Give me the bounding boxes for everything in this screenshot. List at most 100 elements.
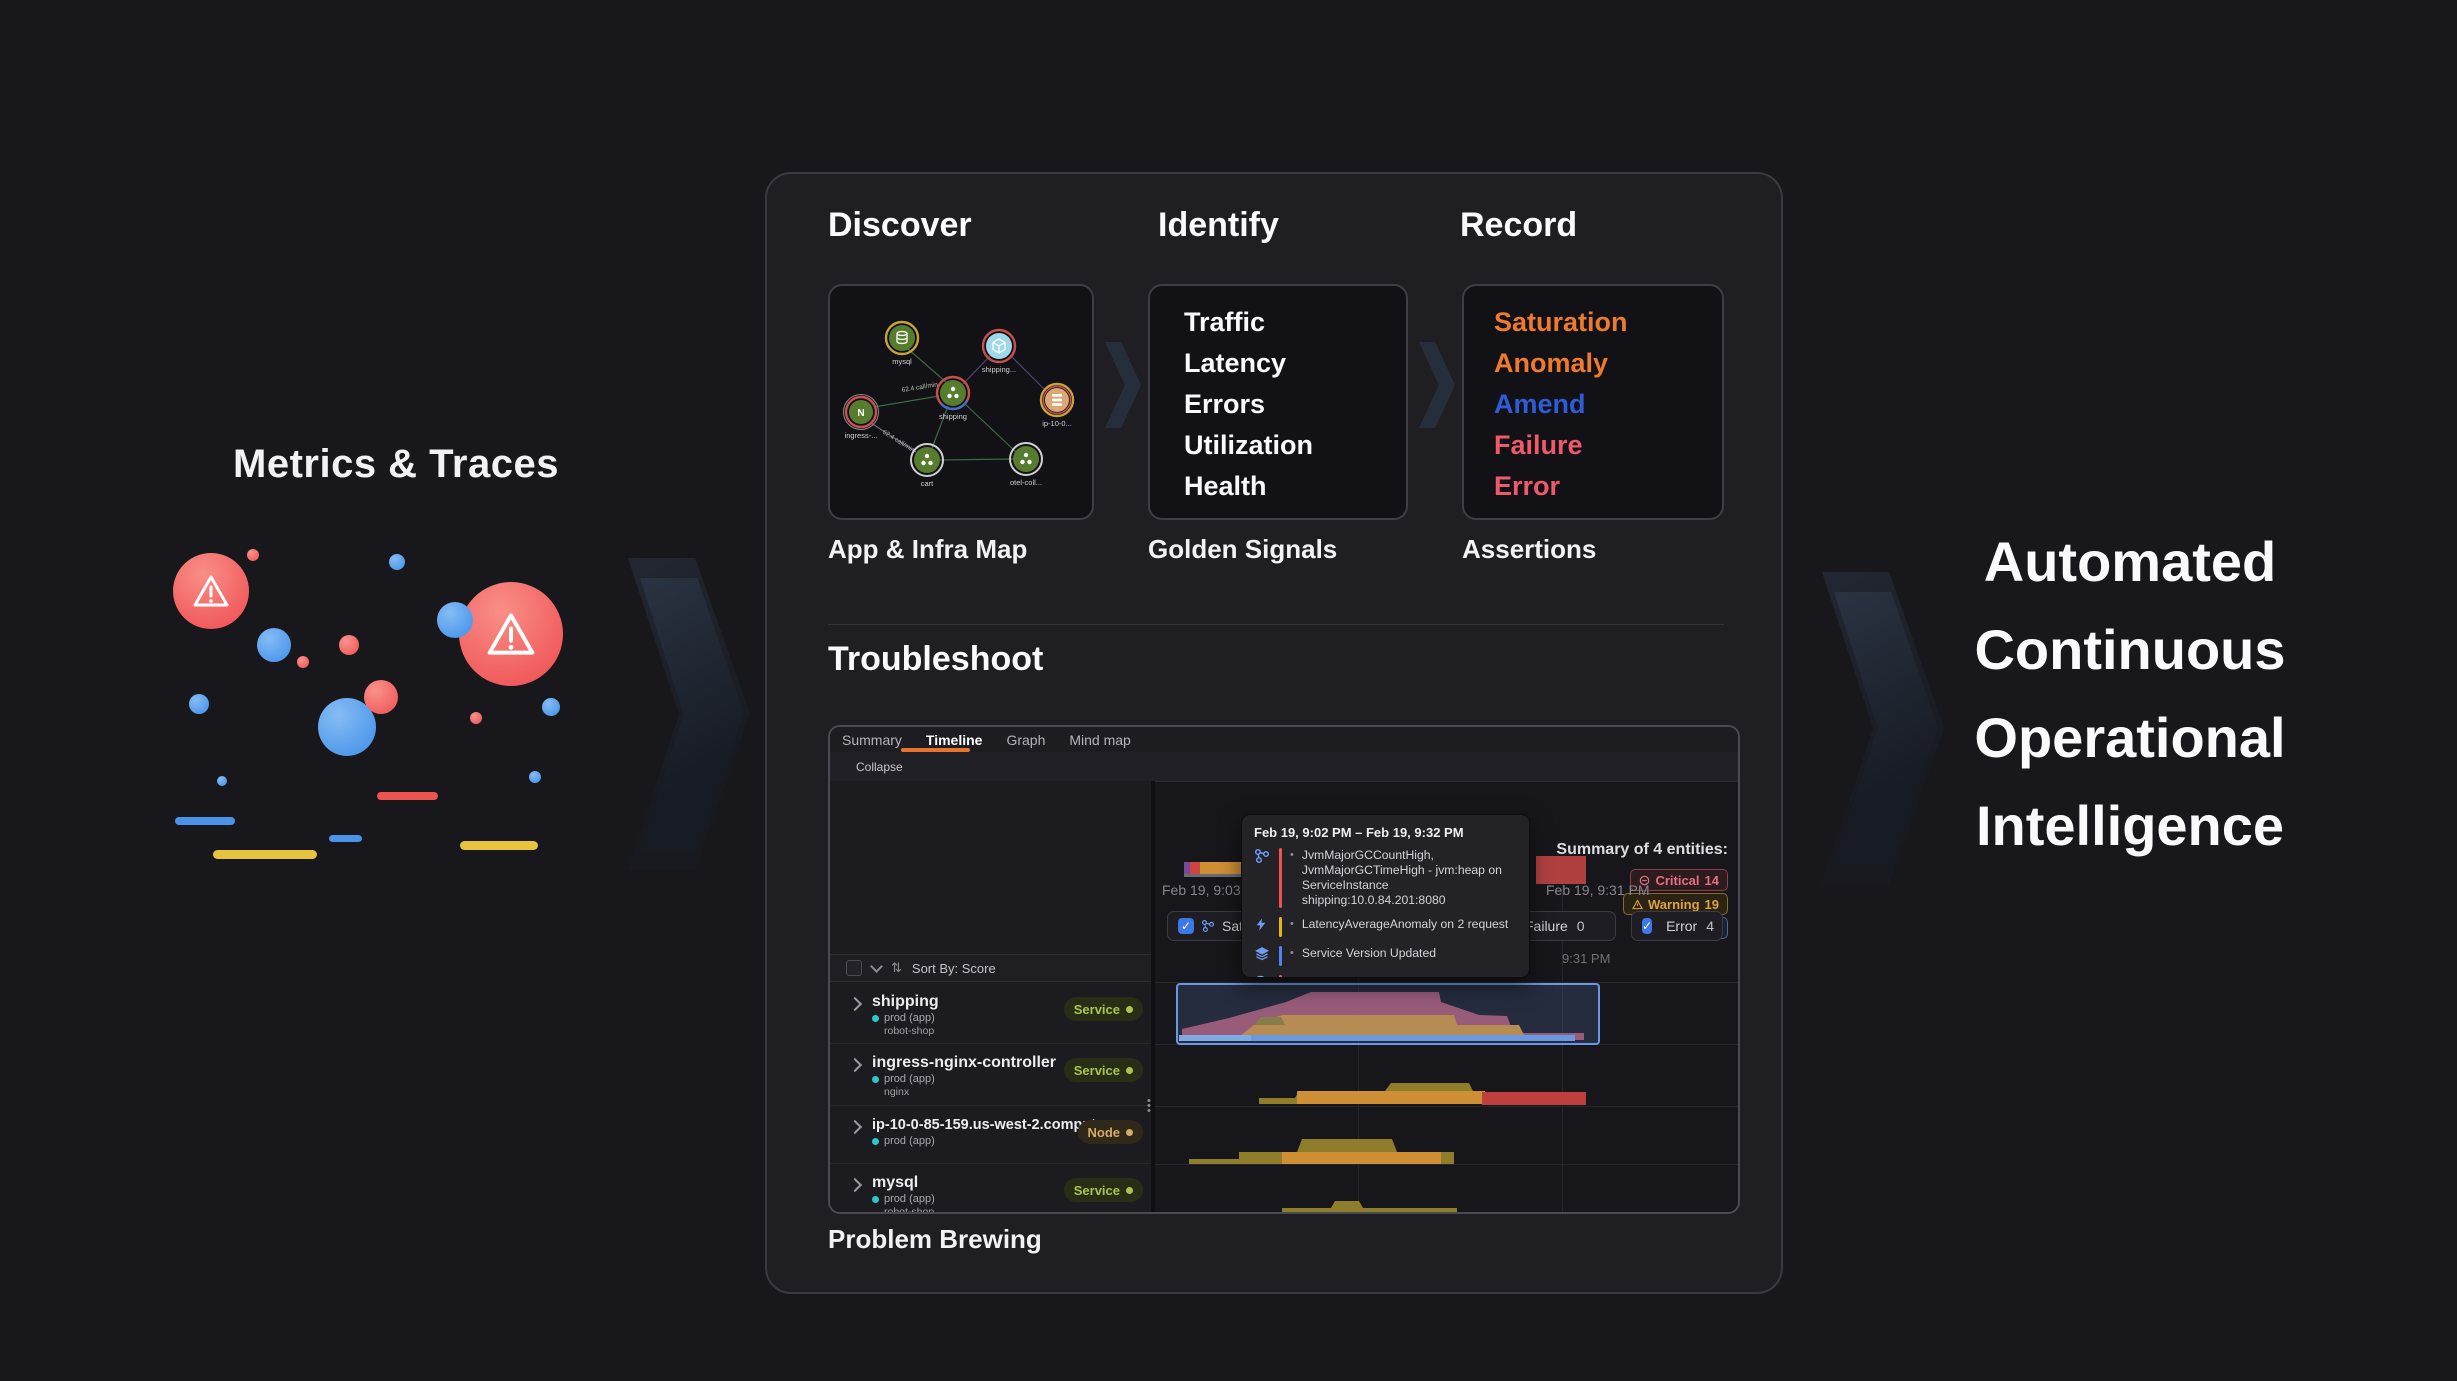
step-arrow bbox=[1419, 342, 1455, 428]
entity-row-node[interactable]: ip-10-0-85-159.us-west-2.compute... prod… bbox=[830, 1106, 1151, 1164]
sort-label[interactable]: Sort By: Score bbox=[911, 960, 996, 976]
metrics-traces-title: Metrics & Traces bbox=[233, 442, 559, 486]
chevron-right-icon[interactable] bbox=[847, 996, 863, 1012]
env-dot bbox=[872, 1195, 879, 1203]
stream-chart-shipping bbox=[1179, 992, 1584, 1041]
pods-icon bbox=[947, 386, 959, 399]
edge-label: 62.4 call/min bbox=[881, 429, 916, 454]
map-node-shipping-instance[interactable]: shipping... bbox=[981, 328, 1017, 374]
map-node-ingress[interactable]: N ingress-... bbox=[843, 394, 879, 441]
chevron-down-icon[interactable] bbox=[870, 959, 883, 973]
section-divider bbox=[828, 624, 1724, 625]
assertion-item: Failure bbox=[1494, 430, 1583, 460]
app-infra-map: 62.4 call/min 62.4 call/min mysql shippi… bbox=[843, 320, 1075, 488]
panel-tabbar: Summary Timeline Graph Mind map bbox=[830, 727, 1738, 752]
bubble bbox=[318, 698, 376, 756]
bolt-icon bbox=[1256, 918, 1266, 931]
severity-bar bbox=[1279, 917, 1282, 937]
service-badge: Service bbox=[1063, 1058, 1143, 1082]
warning-badge[interactable]: Warning 19 bbox=[1623, 893, 1728, 915]
chevron-right-icon[interactable] bbox=[847, 1119, 863, 1135]
tab-graph[interactable]: Graph bbox=[1006, 731, 1046, 748]
timeline-start-label: Feb 19, 9:03 PM bbox=[1162, 882, 1266, 898]
outcome-line: Automated bbox=[1983, 530, 2277, 593]
env-dot bbox=[872, 1075, 879, 1083]
entity-row-shipping[interactable]: shipping prod (app) robot-shop Service bbox=[830, 983, 1151, 1044]
map-node-shipping[interactable]: shipping bbox=[935, 375, 971, 421]
nginx-icon: N bbox=[857, 408, 864, 419]
bubble bbox=[189, 694, 209, 714]
severity-bar bbox=[1279, 946, 1282, 966]
trace-bar bbox=[329, 835, 362, 842]
env-dot bbox=[872, 1014, 879, 1022]
signal-item: Utilization bbox=[1184, 430, 1313, 460]
outcome-line: Continuous bbox=[1974, 618, 2286, 681]
svg-text:mysql: mysql bbox=[892, 357, 912, 366]
server-icon bbox=[1052, 394, 1062, 406]
tab-summary[interactable]: Summary bbox=[842, 731, 902, 748]
checkbox-unchecked[interactable] bbox=[846, 960, 862, 976]
timeline-panel: Summary Timeline Graph Mind map Collapse… bbox=[828, 725, 1740, 1214]
share-nodes-icon bbox=[1254, 848, 1270, 864]
map-node-mysql[interactable]: mysql bbox=[884, 320, 920, 366]
chevron-right-icon[interactable] bbox=[847, 1057, 863, 1073]
outcome-line: Intelligence bbox=[1975, 794, 2285, 857]
collapse-bar[interactable]: Collapse bbox=[830, 752, 1738, 782]
bubble bbox=[529, 771, 541, 783]
problem-brewing-caption: Problem Brewing bbox=[828, 1224, 1042, 1254]
svg-text:cart: cart bbox=[921, 479, 934, 488]
bubble bbox=[364, 680, 398, 714]
golden-signals-box: Traffic Latency Errors Utilization Healt… bbox=[1148, 284, 1408, 520]
active-tab-indicator bbox=[901, 748, 970, 752]
tab-timeline[interactable]: Timeline bbox=[925, 731, 983, 748]
warning-triangle-icon bbox=[487, 613, 535, 655]
svg-text:shipping: shipping bbox=[939, 412, 967, 421]
warning-triangle-icon bbox=[193, 575, 229, 607]
assertion-item: Error bbox=[1494, 471, 1561, 501]
stream-chart-node bbox=[1189, 1139, 1454, 1164]
svg-text:shipping...: shipping... bbox=[982, 365, 1016, 374]
chevron-right-icon[interactable] bbox=[847, 1177, 863, 1193]
tooltip-item: • LatencyAverageAnomaly on 2 request bbox=[1254, 917, 1517, 937]
severity-bar bbox=[1279, 975, 1282, 977]
mini-bar-orange bbox=[1200, 862, 1254, 874]
step-arrow bbox=[1105, 342, 1141, 428]
assertions-box: Saturation Anomaly Amend Failure Error bbox=[1462, 284, 1724, 520]
sort-bar: ⇅ Sort By: Score bbox=[830, 954, 1151, 982]
filter-chip-error[interactable]: ✓ Error 4 bbox=[1631, 911, 1723, 941]
stream-chart-ingress bbox=[1259, 1083, 1586, 1105]
svg-text:ip-10-0...: ip-10-0... bbox=[1042, 419, 1072, 428]
tooltip-item: • Service Version Updated bbox=[1254, 946, 1517, 966]
tab-mind-map[interactable]: Mind map bbox=[1069, 731, 1131, 748]
alert-bar-red bbox=[1536, 856, 1586, 884]
entity-row-ingress[interactable]: ingress-nginx-controller prod (app) ngin… bbox=[830, 1044, 1151, 1106]
map-node-otel-collector[interactable]: otel-coll... bbox=[1009, 442, 1043, 487]
layers-icon bbox=[1254, 947, 1270, 961]
service-badge: Service bbox=[1063, 997, 1143, 1021]
map-node-ip-10-0[interactable]: ip-10-0... bbox=[1039, 382, 1075, 428]
critical-badge[interactable]: Critical 14 bbox=[1630, 869, 1728, 891]
row-separator bbox=[1155, 1106, 1738, 1107]
database-icon bbox=[896, 330, 908, 345]
edge-label: 62.4 call/min bbox=[901, 381, 939, 394]
time-selection-region[interactable] bbox=[1176, 983, 1600, 1045]
drag-handle-icon[interactable]: • • • bbox=[1147, 1095, 1151, 1117]
tooltip-title: Feb 19, 9:02 PM – Feb 19, 9:32 PM bbox=[1254, 825, 1464, 840]
signal-item: Traffic bbox=[1184, 307, 1266, 337]
tooltip-item: • ErrorLogRateBreach on error logsLatenc… bbox=[1254, 975, 1517, 977]
panel-split-divider[interactable] bbox=[1151, 781, 1155, 1212]
record-caption: Assertions bbox=[1462, 534, 1597, 564]
service-badge: Service bbox=[1063, 1178, 1143, 1202]
share-nodes-icon bbox=[1201, 919, 1215, 933]
trace-bar bbox=[213, 850, 317, 859]
discover-caption: App & Infra Map bbox=[828, 534, 1028, 564]
map-node-cart[interactable]: cart bbox=[910, 443, 944, 488]
signal-item: Latency bbox=[1184, 348, 1287, 378]
checkbox-checked-icon[interactable]: ✓ bbox=[1178, 918, 1194, 934]
pods-icon bbox=[921, 453, 933, 466]
entity-row-mysql[interactable]: mysql prod (app) robot-shop Service bbox=[830, 1164, 1151, 1212]
stream-chart-mysql bbox=[1282, 1201, 1457, 1212]
bubble bbox=[437, 602, 473, 638]
checkbox-checked-icon[interactable]: ✓ bbox=[1642, 918, 1653, 934]
traffic-light-icon bbox=[1257, 975, 1264, 977]
